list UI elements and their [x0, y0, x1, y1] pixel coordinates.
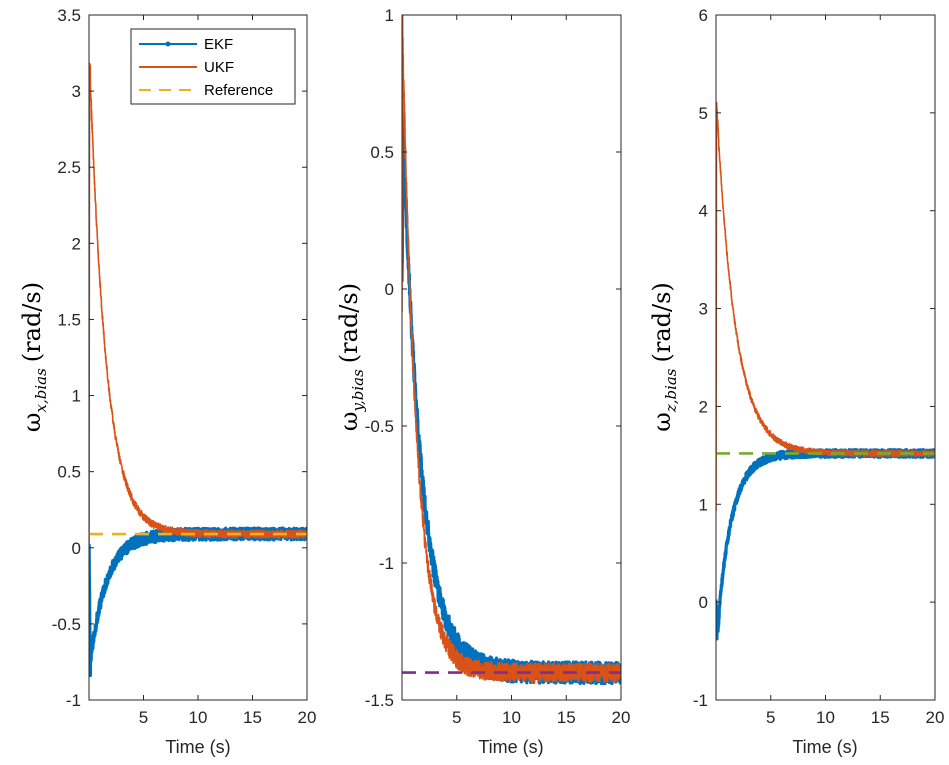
- x-tick-label: 20: [926, 708, 945, 727]
- panel-z-bias: -1 0 1 2 3 4 5 6 5 10 15 20 Time (s) ωz,bias (rad/s): [648, 6, 944, 757]
- y-axis-subscript: y,bias: [349, 369, 367, 413]
- axes-box: [88, 14, 308, 701]
- legend-reference-label: Reference: [204, 82, 273, 99]
- panel-x-bias: -1 -0.5 0 0.5 1 1.5 2 2.5 3 3.5 5 10 15 20 Time (s) ω…: [18, 6, 316, 757]
- y-tick-label: 6: [699, 6, 708, 25]
- legend-ukf-label: UKF: [204, 59, 234, 76]
- legend: EKF UKF Reference: [130, 28, 296, 105]
- series-layer: [716, 101, 935, 641]
- x-axis-label: Time (s): [478, 737, 543, 757]
- x-tick-label: 15: [871, 708, 890, 727]
- ukf-series-line: [89, 62, 307, 558]
- x-tick-label: 10: [816, 708, 835, 727]
- ekf-series-line: [89, 526, 307, 678]
- y-axis-units: (rad/s): [18, 282, 46, 362]
- y-tick-label: -1.5: [365, 691, 394, 710]
- x-tick-label: 20: [612, 708, 631, 727]
- ukf-series-line: [402, 15, 621, 683]
- y-axis-units: (rad/s): [648, 282, 676, 362]
- x-tick-label: 15: [243, 708, 262, 727]
- series-layer: [402, 15, 621, 686]
- tick-layer: -1 -0.5 0 0.5 1 1.5 2 2.5 3 3.5 5 10 15 20: [52, 6, 317, 727]
- y-tick-label: 0.5: [57, 463, 81, 482]
- x-tick-label: 5: [139, 708, 148, 727]
- panel-y-bias: -1.5-1-0.500.515 10 15 20 Time (s) ωy,bias(…: [335, 6, 630, 757]
- y-tick-label: 1: [72, 387, 81, 406]
- y-tick-label: 0.5: [370, 143, 394, 162]
- y-tick-label: 1: [385, 6, 394, 25]
- x-tick-label: 5: [766, 708, 775, 727]
- ekf-series-line: [716, 447, 935, 641]
- legend-ekf-marker: [165, 41, 171, 47]
- axes-box: [715, 14, 936, 701]
- x-tick-label: 10: [189, 708, 208, 727]
- y-axis-subscript: x,bias: [32, 368, 50, 413]
- x-tick-label: 15: [557, 708, 576, 727]
- y-tick-label: 1: [699, 495, 708, 514]
- x-axis-label: Time (s): [792, 737, 857, 757]
- y-axis-symbol: ω: [18, 412, 46, 432]
- y-tick-label: -1: [379, 554, 394, 573]
- y-tick-label: -1: [693, 691, 708, 710]
- y-tick-label: 0: [699, 593, 708, 612]
- tick-layer: -1.5-1-0.500.515 10 15 20: [365, 6, 631, 727]
- y-tick-label: 0: [385, 280, 394, 299]
- y-tick-label: 2: [699, 397, 708, 416]
- x-tick-label: 20: [298, 708, 317, 727]
- x-tick-label: 5: [452, 708, 461, 727]
- y-tick-label: 1.5: [57, 310, 81, 329]
- y-tick-label: -1: [66, 691, 81, 710]
- y-axis-symbol: ω: [648, 412, 676, 432]
- tick-layer: -1 0 1 2 3 4 5 6 5 10 15 20: [693, 6, 945, 727]
- y-axis-units: (rad/s): [335, 283, 363, 363]
- axes-box: [401, 14, 622, 701]
- y-tick-label: 5: [699, 104, 708, 123]
- ukf-series-line: [716, 101, 935, 512]
- y-tick-label: 2: [72, 234, 81, 253]
- y-tick-label: 0: [72, 539, 81, 558]
- legend-ekf-label: EKF: [204, 36, 233, 53]
- y-tick-label: 3: [72, 82, 81, 101]
- y-tick-label: 3: [699, 300, 708, 319]
- y-axis-label: ωy,bias (rad/s): [335, 283, 367, 431]
- y-tick-label: -0.5: [365, 417, 394, 436]
- y-tick-label: 3.5: [57, 6, 81, 25]
- y-axis-symbol: ω: [335, 412, 363, 432]
- y-axis-label: ωx,bias (rad/s): [18, 282, 50, 432]
- x-axis-label: Time (s): [165, 737, 230, 757]
- series-layer: [89, 62, 307, 678]
- y-tick-label: -0.5: [52, 615, 81, 634]
- x-tick-label: 10: [502, 708, 521, 727]
- y-tick-label: 2.5: [57, 158, 81, 177]
- y-tick-label: 4: [699, 202, 708, 221]
- y-axis-subscript: z,bias: [662, 368, 680, 413]
- y-axis-label: ωz,bias (rad/s): [648, 282, 680, 432]
